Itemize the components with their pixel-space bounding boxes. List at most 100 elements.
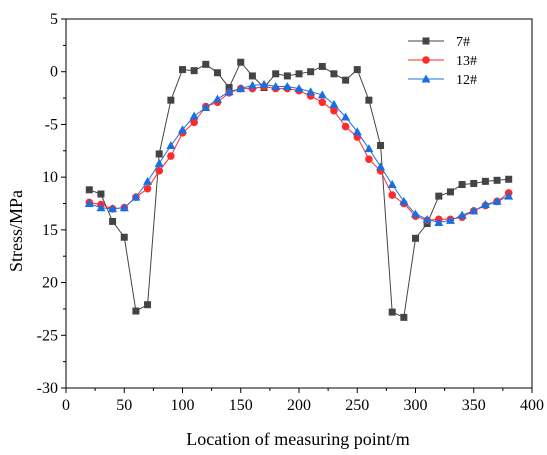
legend-marker	[421, 74, 431, 83]
series-line	[89, 61, 509, 319]
data-point	[212, 94, 222, 103]
x-tick-label: 400	[520, 397, 544, 414]
data-point	[318, 98, 327, 107]
legend-label: 7#	[456, 35, 470, 50]
data-point	[353, 66, 361, 74]
data-point	[213, 69, 221, 77]
y-tick-label: 0	[50, 64, 58, 81]
data-point	[143, 176, 153, 185]
data-point	[318, 62, 326, 70]
data-point	[97, 190, 105, 198]
data-point	[306, 87, 316, 96]
data-point	[202, 60, 210, 68]
data-point	[435, 192, 443, 200]
series-line	[89, 83, 509, 224]
series-layer	[84, 58, 514, 321]
data-point	[387, 180, 397, 189]
data-point	[365, 96, 373, 104]
data-point	[457, 210, 467, 219]
data-point	[492, 196, 502, 205]
data-point	[329, 99, 339, 108]
y-tick-label: -30	[37, 380, 58, 397]
data-point	[458, 181, 466, 189]
y-axis-title: Stress/MPa	[6, 190, 26, 272]
data-point	[189, 111, 199, 120]
data-point	[132, 307, 140, 315]
data-point	[131, 192, 141, 201]
data-point	[400, 313, 408, 321]
y-tick-label: 20	[42, 275, 58, 292]
legend-label: 13#	[456, 54, 477, 69]
data-point	[342, 76, 350, 84]
y-tick-label: -25	[37, 327, 58, 344]
data-point	[108, 204, 118, 213]
y-tick-label: 10	[42, 169, 58, 186]
data-point	[119, 203, 129, 212]
data-point	[179, 66, 186, 74]
data-point	[294, 84, 304, 93]
data-point	[167, 96, 175, 104]
data-point	[201, 103, 211, 112]
data-point	[85, 186, 93, 194]
data-point	[155, 167, 163, 175]
data-point	[469, 206, 479, 215]
data-point	[109, 217, 117, 225]
data-point	[190, 67, 198, 75]
data-point	[283, 72, 291, 80]
x-tick-label: 150	[229, 397, 253, 414]
data-point	[236, 84, 246, 93]
legend-label: 12#	[456, 73, 477, 88]
data-point	[341, 112, 351, 121]
data-point	[434, 217, 444, 226]
data-point	[352, 127, 362, 136]
x-tick-label: 250	[345, 397, 369, 414]
series-2	[85, 82, 513, 225]
x-tick-label: 200	[287, 397, 311, 414]
x-tick-label: 50	[116, 397, 132, 414]
data-point	[167, 152, 175, 160]
data-point	[154, 158, 164, 167]
data-point	[377, 142, 385, 150]
x-tick-label: 350	[462, 397, 486, 414]
data-point	[155, 150, 163, 158]
data-point	[166, 141, 176, 150]
data-point	[388, 191, 397, 199]
data-point	[330, 106, 338, 115]
data-point	[330, 70, 338, 78]
data-point	[388, 308, 396, 316]
data-point	[259, 79, 269, 88]
data-point	[247, 80, 257, 89]
data-point	[481, 177, 489, 185]
data-point	[341, 122, 350, 131]
data-point	[480, 200, 490, 209]
legend-marker	[422, 56, 430, 64]
data-point	[271, 81, 281, 90]
y-tick-label: 5	[50, 11, 58, 28]
data-point	[504, 191, 514, 200]
data-point	[96, 203, 106, 212]
data-point	[411, 209, 420, 218]
x-tick-label: 300	[404, 397, 428, 414]
data-point	[248, 72, 256, 80]
x-axis-title: Location of measuring point/m	[186, 429, 409, 449]
data-point	[493, 176, 501, 184]
y-tick-label: -5	[45, 116, 58, 133]
data-point	[282, 81, 292, 90]
series-3	[84, 79, 514, 226]
data-point	[422, 214, 432, 223]
data-point	[295, 70, 303, 78]
data-point	[365, 155, 373, 164]
data-point	[376, 162, 386, 171]
data-point	[178, 125, 187, 134]
data-point	[470, 179, 478, 187]
data-point	[120, 233, 128, 241]
data-point	[317, 90, 327, 99]
data-point	[446, 188, 454, 196]
data-point	[445, 215, 455, 224]
x-tick-label: 100	[171, 397, 195, 414]
data-point	[237, 58, 245, 66]
data-point	[399, 196, 409, 205]
data-point	[144, 301, 152, 309]
